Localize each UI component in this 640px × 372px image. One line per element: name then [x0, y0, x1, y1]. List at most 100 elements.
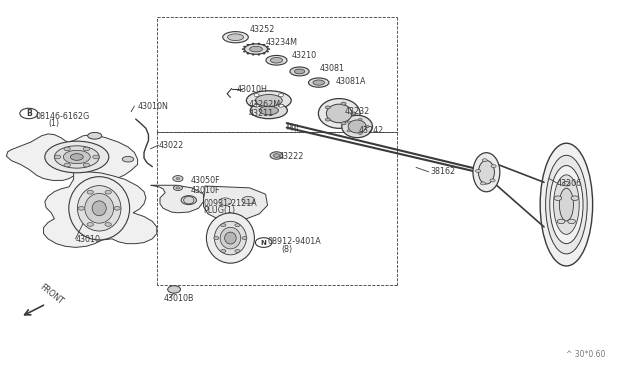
Circle shape: [571, 196, 579, 201]
Ellipse shape: [206, 213, 254, 263]
Circle shape: [247, 44, 250, 45]
Circle shape: [266, 51, 269, 52]
Ellipse shape: [326, 104, 352, 123]
Text: 43206: 43206: [557, 179, 582, 187]
Text: 43010H: 43010H: [237, 85, 268, 94]
Circle shape: [105, 222, 111, 226]
Ellipse shape: [313, 80, 324, 85]
Polygon shape: [204, 186, 268, 220]
Text: 00931-2121A: 00931-2121A: [204, 199, 257, 208]
Circle shape: [173, 176, 183, 182]
Circle shape: [255, 238, 272, 247]
Ellipse shape: [545, 155, 588, 254]
Ellipse shape: [479, 161, 495, 184]
Ellipse shape: [223, 32, 248, 43]
Circle shape: [93, 155, 99, 159]
Ellipse shape: [250, 46, 262, 52]
Ellipse shape: [246, 91, 291, 110]
Ellipse shape: [85, 193, 114, 223]
Circle shape: [568, 219, 575, 224]
Circle shape: [482, 159, 487, 162]
Circle shape: [257, 54, 260, 55]
Circle shape: [221, 224, 226, 227]
Polygon shape: [150, 185, 204, 213]
Circle shape: [270, 152, 283, 159]
Ellipse shape: [220, 227, 241, 249]
Ellipse shape: [290, 67, 309, 76]
Circle shape: [242, 48, 244, 50]
Ellipse shape: [266, 55, 287, 65]
Circle shape: [358, 118, 362, 121]
Ellipse shape: [70, 154, 83, 160]
Circle shape: [262, 44, 265, 45]
Text: 08146-6162G: 08146-6162G: [35, 112, 90, 121]
Circle shape: [563, 182, 570, 186]
Text: 43010F: 43010F: [191, 186, 220, 195]
Ellipse shape: [69, 177, 129, 240]
Ellipse shape: [294, 69, 305, 74]
Circle shape: [176, 187, 180, 189]
Circle shape: [20, 108, 38, 119]
Circle shape: [242, 196, 255, 204]
Circle shape: [341, 122, 346, 125]
Circle shape: [278, 94, 284, 97]
Circle shape: [78, 206, 84, 210]
Circle shape: [341, 102, 346, 105]
Polygon shape: [44, 171, 157, 247]
Text: N: N: [260, 240, 267, 246]
Circle shape: [242, 237, 247, 240]
Text: 43222: 43222: [279, 153, 305, 161]
Text: 43211: 43211: [248, 109, 273, 118]
Text: B: B: [26, 109, 31, 118]
Circle shape: [87, 190, 93, 194]
Ellipse shape: [259, 106, 278, 115]
Circle shape: [64, 163, 70, 167]
Circle shape: [235, 224, 240, 227]
Text: 43262M: 43262M: [248, 100, 280, 109]
Circle shape: [262, 53, 265, 54]
Circle shape: [114, 206, 120, 210]
Circle shape: [351, 112, 356, 115]
Text: 43242: 43242: [358, 126, 383, 135]
Text: 43210: 43210: [291, 51, 316, 60]
Ellipse shape: [308, 78, 329, 87]
Circle shape: [235, 250, 240, 253]
Ellipse shape: [244, 44, 268, 54]
Circle shape: [325, 118, 330, 121]
Text: ^ 30*0.60: ^ 30*0.60: [566, 350, 605, 359]
Ellipse shape: [540, 143, 593, 266]
Ellipse shape: [88, 132, 102, 139]
Circle shape: [105, 190, 111, 194]
Text: (8): (8): [282, 245, 292, 254]
Ellipse shape: [214, 221, 246, 255]
Ellipse shape: [319, 99, 360, 128]
Circle shape: [243, 51, 246, 52]
Circle shape: [490, 179, 495, 182]
Circle shape: [325, 106, 330, 109]
Ellipse shape: [228, 34, 243, 41]
Text: 43081: 43081: [320, 64, 345, 73]
Text: 43232: 43232: [344, 107, 369, 116]
Ellipse shape: [342, 115, 372, 138]
Ellipse shape: [473, 153, 500, 192]
Ellipse shape: [63, 150, 90, 164]
Ellipse shape: [559, 188, 573, 221]
Circle shape: [168, 286, 180, 293]
Circle shape: [87, 222, 93, 226]
Circle shape: [358, 132, 362, 135]
Ellipse shape: [550, 166, 583, 244]
Circle shape: [266, 46, 269, 47]
Text: 43081A: 43081A: [336, 77, 367, 86]
Ellipse shape: [554, 175, 579, 234]
Text: 43010: 43010: [76, 235, 100, 244]
Circle shape: [83, 163, 90, 167]
Circle shape: [219, 198, 232, 205]
Ellipse shape: [45, 141, 109, 173]
Circle shape: [54, 155, 61, 159]
Ellipse shape: [255, 94, 282, 106]
Text: 43010N: 43010N: [138, 102, 168, 110]
Text: 43234M: 43234M: [266, 38, 298, 47]
Circle shape: [268, 48, 270, 50]
Text: 43022: 43022: [159, 141, 184, 150]
Circle shape: [476, 170, 481, 173]
